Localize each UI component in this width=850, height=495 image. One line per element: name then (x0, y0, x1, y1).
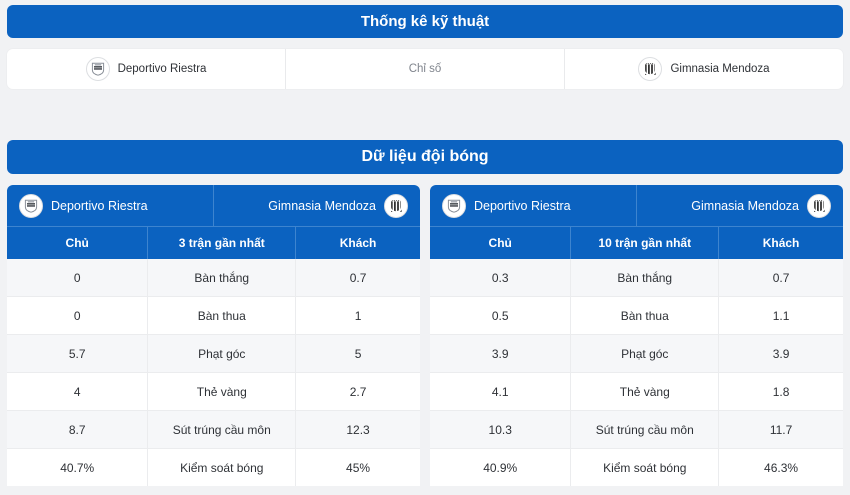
stat-table-away-team[interactable]: Gimnasia Mendoza (636, 185, 843, 226)
cell-home-value: 0 (73, 270, 81, 285)
tech-stats-metric-text: Chỉ số (408, 63, 442, 75)
stat-table-column-header: Chủ 10 trận gần nhất Khách (430, 226, 843, 259)
column-header-home: Chủ (65, 236, 89, 250)
team-data-title: Dữ liệu đội bóng (361, 148, 489, 165)
technical-statistics-section: Thống kê kỹ thuật Deportivo Riestra Chỉ … (0, 0, 850, 89)
cell-metric-label: Sút trúng cầu môn (570, 411, 720, 448)
cell-metric-label: Thẻ vàng (570, 373, 720, 410)
deportivo-riestra-crest-icon (442, 193, 466, 218)
tech-stats-metric-label: Chỉ số (285, 49, 565, 89)
cell-metric-label: Bàn thắng (147, 259, 297, 296)
stat-table-last-10: Deportivo Riestra Gimnasia Mendoza (430, 185, 843, 486)
table-row: 5.7 Phạt góc 5 (7, 334, 420, 372)
tech-stats-home-team[interactable]: Deportivo Riestra (7, 49, 285, 89)
cell-metric-label: Phạt góc (147, 335, 297, 372)
column-header-period: 10 trận gần nhất (570, 227, 720, 259)
cell-away-value: 1 (354, 308, 362, 323)
cell-away-value: 1.1 (772, 308, 790, 323)
cell-metric-label: Thẻ vàng (147, 373, 297, 410)
column-header-away: Khách (762, 236, 800, 250)
cell-metric-label: Bàn thua (570, 297, 720, 334)
cell-home-value: 10.3 (488, 422, 512, 437)
table-row: 8.7 Sút trúng cầu môn 12.3 (7, 410, 420, 448)
stat-table-column-header: Chủ 3 trận gần nhất Khách (7, 226, 420, 259)
cell-home-value: 5.7 (68, 346, 86, 361)
stat-table-last-3: Deportivo Riestra Gimnasia Mendoza (7, 185, 420, 486)
cell-home-value: 4 (73, 384, 81, 399)
stat-table-away-team[interactable]: Gimnasia Mendoza (213, 185, 420, 226)
team-data-section: Dữ liệu đội bóng Deportivo Riestra (0, 140, 850, 486)
cell-away-value: 46.3% (764, 460, 799, 475)
cell-home-value: 8.7 (68, 422, 86, 437)
cell-home-value: 4.1 (491, 384, 509, 399)
stat-table-away-team-label: Gimnasia Mendoza (691, 198, 799, 213)
stat-table-team-header: Deportivo Riestra Gimnasia Mendoza (430, 185, 843, 226)
cell-home-value: 0.3 (491, 270, 509, 285)
tech-stats-away-team-label: Gimnasia Mendoza (670, 63, 770, 75)
technical-statistics-banner: Thống kê kỹ thuật (7, 5, 843, 38)
stat-table-away-team-label: Gimnasia Mendoza (268, 198, 376, 213)
cell-away-value: 5 (354, 346, 362, 361)
cell-metric-label: Phạt góc (570, 335, 720, 372)
cell-away-value: 3.9 (772, 346, 790, 361)
deportivo-riestra-crest-icon (19, 193, 43, 218)
gimnasia-mendoza-crest-icon (384, 193, 408, 218)
cell-away-value: 0.7 (349, 270, 367, 285)
cell-away-value: 1.8 (772, 384, 790, 399)
table-row: 40.7% Kiểm soát bóng 45% (7, 448, 420, 486)
cell-away-value: 2.7 (349, 384, 367, 399)
stat-table-home-team-label: Deportivo Riestra (51, 198, 148, 213)
column-header-home: Chủ (488, 236, 512, 250)
table-row: 3.9 Phạt góc 3.9 (430, 334, 843, 372)
team-data-tables-wrapper: Deportivo Riestra Gimnasia Mendoza (7, 185, 843, 486)
cell-away-value: 0.7 (772, 270, 790, 285)
table-row: 10.3 Sút trúng cầu môn 11.7 (430, 410, 843, 448)
team-data-banner: Dữ liệu đội bóng (7, 140, 843, 174)
cell-home-value: 0 (73, 308, 81, 323)
cell-metric-label: Kiểm soát bóng (570, 449, 720, 486)
tech-stats-away-team[interactable]: Gimnasia Mendoza (565, 49, 843, 89)
cell-away-value: 12.3 (346, 422, 370, 437)
gimnasia-mendoza-crest-icon (807, 193, 831, 218)
cell-away-value: 11.7 (769, 422, 793, 437)
table-row: 0 Bàn thua 1 (7, 296, 420, 334)
deportivo-riestra-crest-icon (85, 57, 110, 81)
table-row: 0 Bàn thắng 0.7 (7, 259, 420, 296)
table-row: 0.5 Bàn thua 1.1 (430, 296, 843, 334)
cell-metric-label: Bàn thua (147, 297, 297, 334)
tech-stats-home-team-label: Deportivo Riestra (117, 63, 207, 75)
cell-away-value: 45% (346, 460, 371, 475)
cell-home-value: 3.9 (491, 346, 509, 361)
cell-metric-label: Bàn thắng (570, 259, 720, 296)
cell-metric-label: Kiểm soát bóng (147, 449, 297, 486)
cell-home-value: 40.9% (483, 460, 518, 475)
table-row: 0.3 Bàn thắng 0.7 (430, 259, 843, 296)
stat-table-home-team[interactable]: Deportivo Riestra (7, 185, 213, 226)
technical-statistics-header-card: Deportivo Riestra Chỉ số (7, 49, 843, 89)
stat-table-team-header: Deportivo Riestra Gimnasia Mendoza (7, 185, 420, 226)
stat-table-home-team-label: Deportivo Riestra (474, 198, 571, 213)
gimnasia-mendoza-crest-icon (638, 57, 663, 81)
cell-home-value: 40.7% (60, 460, 95, 475)
column-header-away: Khách (339, 236, 377, 250)
cell-home-value: 0.5 (491, 308, 509, 323)
table-row: 40.9% Kiểm soát bóng 46.3% (430, 448, 843, 486)
table-row: 4 Thẻ vàng 2.7 (7, 372, 420, 410)
technical-statistics-title: Thống kê kỹ thuật (360, 13, 490, 30)
cell-metric-label: Sút trúng cầu môn (147, 411, 297, 448)
column-header-period: 3 trận gần nhất (147, 227, 297, 259)
stat-table-home-team[interactable]: Deportivo Riestra (430, 185, 636, 226)
table-row: 4.1 Thẻ vàng 1.8 (430, 372, 843, 410)
